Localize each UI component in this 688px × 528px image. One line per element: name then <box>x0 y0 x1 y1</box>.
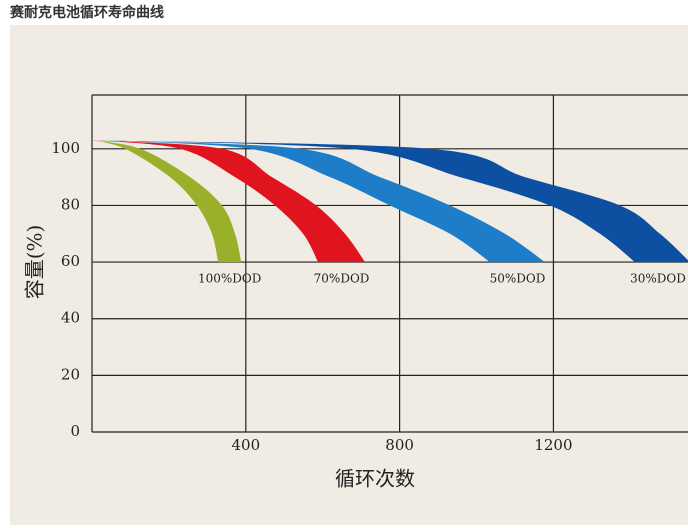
series-label: 70%DOD <box>314 272 370 286</box>
cycle-band <box>92 140 688 263</box>
y-tick-label: 20 <box>61 365 80 383</box>
heading: 赛耐克电池循环寿命曲线 <box>10 5 164 21</box>
series-label: 50%DOD <box>490 272 546 286</box>
x-tick-label: 800 <box>385 436 414 454</box>
y-tick-label: 80 <box>61 195 80 213</box>
y-tick-label: 40 <box>61 309 80 327</box>
y-axis-title: 容量(%) <box>23 225 47 300</box>
cycle-band <box>92 140 545 263</box>
cycle-band <box>92 140 242 263</box>
series-label: 30%DOD <box>630 272 686 286</box>
x-tick-label: 400 <box>231 436 260 454</box>
photo-background <box>10 25 688 525</box>
x-tick-label: 1200 <box>534 436 572 454</box>
series-label: 100%DOD <box>198 272 261 286</box>
y-tick-label: 100 <box>51 139 80 157</box>
y-tick-label: 60 <box>61 252 80 270</box>
x-axis-title: 循环次数 <box>335 467 415 491</box>
y-tick-label: 0 <box>70 422 80 440</box>
cycle-band <box>92 140 366 263</box>
